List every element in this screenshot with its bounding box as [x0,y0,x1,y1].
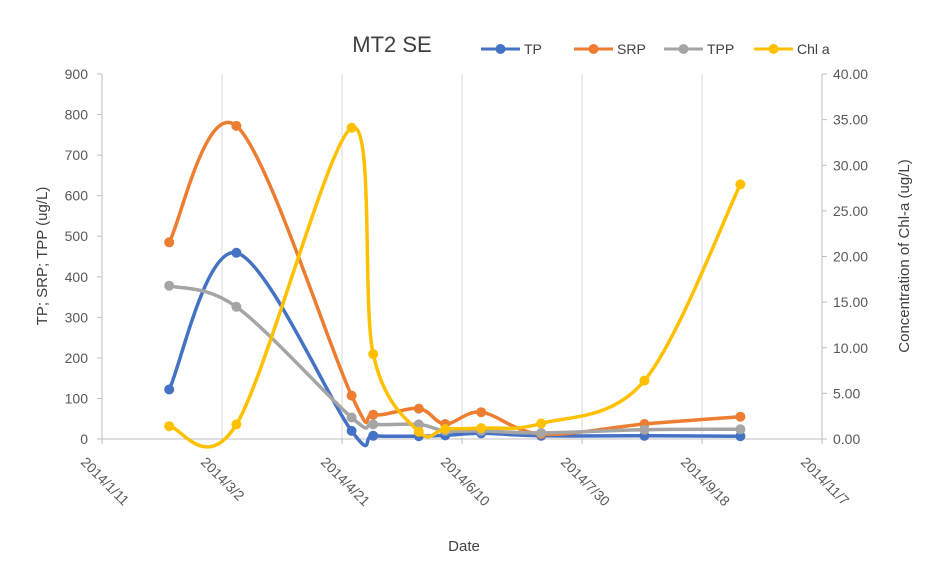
data-point-chla [231,419,242,430]
legend-marker-tpp [678,44,689,54]
y-tick-label: 400 [65,269,89,285]
data-point-tpp [231,301,242,312]
axes-layer [97,73,827,444]
y-axis-title: TP; SRP; TPP (ug/L) [34,187,51,326]
y2-tick-label: 35.00 [833,112,868,128]
y2-tick-label: 10.00 [833,340,868,356]
grid-layer [101,74,823,439]
data-point-tpp [639,424,650,435]
data-point-tpp [536,427,547,438]
data-point-chla [440,424,451,434]
x-tick-label: 2014/1/11 [78,454,133,509]
legend-marker-tp [495,44,506,54]
legend-item-chla: Chl a [754,41,830,57]
y-tick-label: 600 [65,188,89,204]
y-tick-label: 500 [65,228,89,244]
y-tick-label: 100 [65,390,89,406]
series-tp [164,247,746,448]
y2-tick-label: 15.00 [833,294,868,310]
legend: TP SRP TPP Chl a [481,41,830,57]
legend-label-chla: Chl a [797,41,830,57]
legend-item-tp: TP [481,41,542,57]
legend-label-srp: SRP [617,41,646,57]
data-point-chla [639,375,650,386]
data-point-chla [476,423,487,434]
series-line-tpp [167,283,743,435]
x-tick-label: 2014/3/2 [198,454,248,504]
y2-tick-label: 20.00 [833,249,868,265]
y-tick-label: 200 [65,350,89,366]
data-point-tp [164,384,175,395]
x-tick-label: 2014/7/30 [558,454,614,510]
y-tick-label: 300 [65,309,89,325]
y2-tick-label: 5.00 [833,385,860,401]
x-tick-label: 2014/4/21 [318,454,374,510]
data-point-tp [368,430,379,441]
y2-tick-label: 40.00 [833,66,868,82]
data-point-tpp [735,424,746,435]
data-point-chla [346,122,357,133]
y-tick-label: 800 [65,107,89,123]
data-point-tp [735,431,746,442]
legend-marker-chla [768,44,779,54]
y2-tick-label: 30.00 [833,157,868,173]
y-tick-label: 0 [80,431,88,447]
y2-axis-title: Concentration of Chl-a (ug/L) [896,159,913,352]
x-tick-label: 2014/6/10 [438,454,494,510]
data-point-srp [413,403,424,414]
y-tick-label: 900 [65,66,89,82]
data-point-srp [231,120,242,131]
data-point-chla [536,418,547,429]
data-point-tpp [164,280,175,291]
x-tick-label: 2014/11/7 [798,454,853,509]
data-point-chla [164,421,175,432]
data-point-chla [368,349,379,360]
series-line-tp [167,251,743,448]
data-point-srp [735,411,746,422]
data-point-tp [231,247,242,258]
data-point-tpp [368,419,379,430]
data-point-tp [346,425,357,436]
data-point-chla [413,426,424,437]
y2-tick-label: 25.00 [833,203,868,219]
data-point-srp [346,390,357,401]
series-line-chla [167,125,743,449]
data-point-chla [735,179,746,190]
data-point-srp [368,409,379,420]
data-point-srp [164,237,175,248]
x-tick-label: 2014/9/18 [678,454,734,510]
legend-marker-srp [588,44,599,54]
chart-title: MT2 SE [352,32,431,57]
legend-label-tp: TP [524,41,542,57]
data-point-srp [476,407,487,418]
y-tick-label: 700 [65,147,89,163]
y2-tick-label: 0.00 [833,431,860,447]
x-axis-title: Date [448,538,480,555]
legend-label-tpp: TPP [707,41,734,57]
series-chla [164,122,746,449]
legend-item-tpp: TPP [664,41,734,57]
series-layer [164,120,746,449]
data-point-tpp [346,412,357,423]
legend-item-srp: SRP [574,41,646,57]
